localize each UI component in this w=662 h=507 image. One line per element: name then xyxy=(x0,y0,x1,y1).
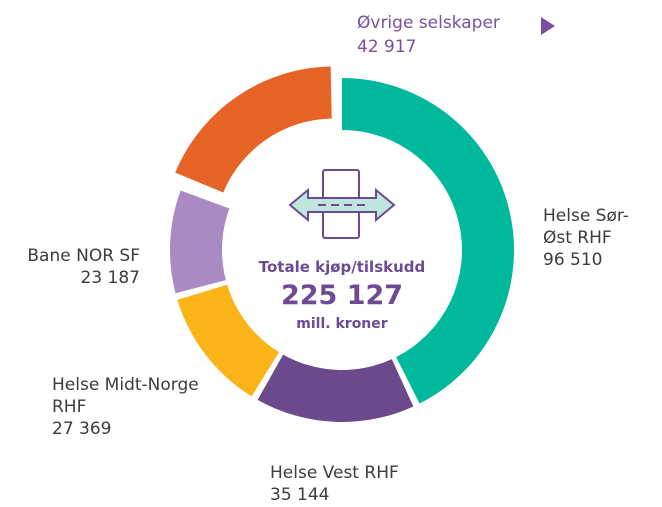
center-icon xyxy=(288,169,396,239)
center-title: Totale kjøp/tilskudd xyxy=(258,258,426,276)
donut-segment xyxy=(170,190,230,294)
segment-value: 42 917 xyxy=(357,37,417,57)
segment-value: 96 510 xyxy=(543,250,603,270)
segment-value: 27 369 xyxy=(52,419,112,439)
donut-segment xyxy=(177,284,279,397)
donut-segment xyxy=(175,66,332,193)
segment-value: 23 187 xyxy=(80,268,140,288)
total-unit: mill. kroner xyxy=(296,316,388,332)
donut-segment xyxy=(342,78,514,404)
donut-segment xyxy=(257,354,414,422)
segment-label: Helse Sør-Øst RHF xyxy=(543,206,629,248)
segment-label: Bane NOR SF xyxy=(27,246,140,266)
segment-value: 35 144 xyxy=(270,485,330,505)
segment-label: Helse Vest RHF xyxy=(270,463,399,483)
segment-label: Helse Midt-Norge RHF xyxy=(52,375,199,417)
segment-label: Øvrige selskaper xyxy=(357,13,500,33)
total-value: 225 127 xyxy=(280,280,404,311)
arrow-icon xyxy=(541,17,555,35)
